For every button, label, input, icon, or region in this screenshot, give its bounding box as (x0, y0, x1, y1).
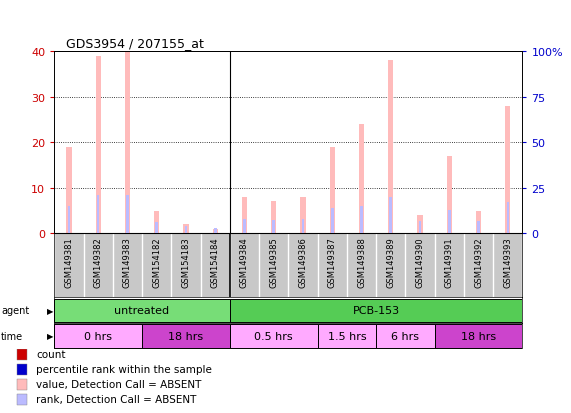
Bar (243, 219, 246, 234)
Text: GSM149384: GSM149384 (240, 236, 249, 287)
Text: agent: agent (1, 306, 29, 316)
Text: GSM149391: GSM149391 (445, 236, 454, 287)
Bar (183, 225, 188, 234)
Bar (17, 349, 27, 360)
Bar (54, 324, 142, 348)
Text: time: time (1, 331, 23, 341)
Text: 6 hrs: 6 hrs (391, 331, 420, 341)
Bar (95, 57, 100, 234)
Text: percentile rank within the sample: percentile rank within the sample (36, 364, 212, 374)
Bar (300, 197, 305, 234)
Text: GSM154184: GSM154184 (211, 236, 220, 287)
Text: GSM149388: GSM149388 (357, 236, 366, 287)
Text: GSM154183: GSM154183 (182, 236, 191, 287)
Bar (329, 147, 335, 234)
Text: GSM149383: GSM149383 (123, 236, 132, 287)
Text: rank, Detection Call = ABSENT: rank, Detection Call = ABSENT (36, 394, 196, 404)
Bar (17, 364, 27, 375)
Bar (360, 206, 363, 234)
Bar (230, 324, 317, 348)
Bar (184, 226, 187, 234)
Bar (54, 299, 230, 323)
Text: GSM149382: GSM149382 (94, 236, 103, 287)
Bar (212, 229, 218, 234)
Bar (271, 202, 276, 234)
Text: ▶: ▶ (47, 332, 54, 341)
Text: 0 hrs: 0 hrs (84, 331, 112, 341)
Text: 18 hrs: 18 hrs (168, 331, 203, 341)
Bar (142, 324, 230, 348)
Bar (476, 211, 481, 234)
Bar (125, 52, 130, 234)
Bar (214, 228, 216, 234)
Bar (301, 219, 304, 234)
Bar (272, 220, 275, 234)
Bar (317, 324, 376, 348)
Bar (448, 210, 451, 234)
Text: GDS3954 / 207155_at: GDS3954 / 207155_at (66, 37, 203, 50)
Text: GSM149392: GSM149392 (474, 236, 483, 287)
Text: GSM149389: GSM149389 (386, 236, 395, 287)
Bar (66, 147, 71, 234)
Bar (67, 206, 70, 234)
Bar (230, 299, 522, 323)
Text: untreated: untreated (114, 306, 170, 316)
Bar (389, 197, 392, 234)
Text: GSM154182: GSM154182 (152, 236, 161, 287)
Text: GSM149393: GSM149393 (503, 236, 512, 287)
Text: GSM149386: GSM149386 (299, 236, 308, 287)
Bar (154, 211, 159, 234)
Text: count: count (36, 349, 66, 359)
Bar (388, 61, 393, 234)
Bar (359, 125, 364, 234)
Bar (242, 197, 247, 234)
Text: GSM149381: GSM149381 (65, 236, 74, 287)
Bar (17, 379, 27, 390)
Text: GSM149390: GSM149390 (416, 236, 425, 287)
Bar (419, 221, 421, 234)
Bar (417, 216, 423, 234)
Bar (505, 107, 510, 234)
Text: 1.5 hrs: 1.5 hrs (328, 331, 366, 341)
Text: ▶: ▶ (47, 306, 54, 315)
Text: PCB-153: PCB-153 (352, 306, 400, 316)
Text: value, Detection Call = ABSENT: value, Detection Call = ABSENT (36, 379, 202, 389)
Bar (506, 203, 509, 234)
Bar (447, 157, 452, 234)
Bar (126, 196, 128, 234)
Text: 0.5 hrs: 0.5 hrs (255, 331, 293, 341)
Bar (97, 196, 99, 234)
Bar (477, 222, 480, 234)
Bar (376, 324, 435, 348)
Text: 18 hrs: 18 hrs (461, 331, 496, 341)
Bar (435, 324, 522, 348)
Bar (155, 223, 158, 234)
Text: GSM149387: GSM149387 (328, 236, 337, 287)
Text: GSM149385: GSM149385 (269, 236, 278, 287)
Bar (331, 208, 333, 234)
Bar (17, 394, 27, 405)
